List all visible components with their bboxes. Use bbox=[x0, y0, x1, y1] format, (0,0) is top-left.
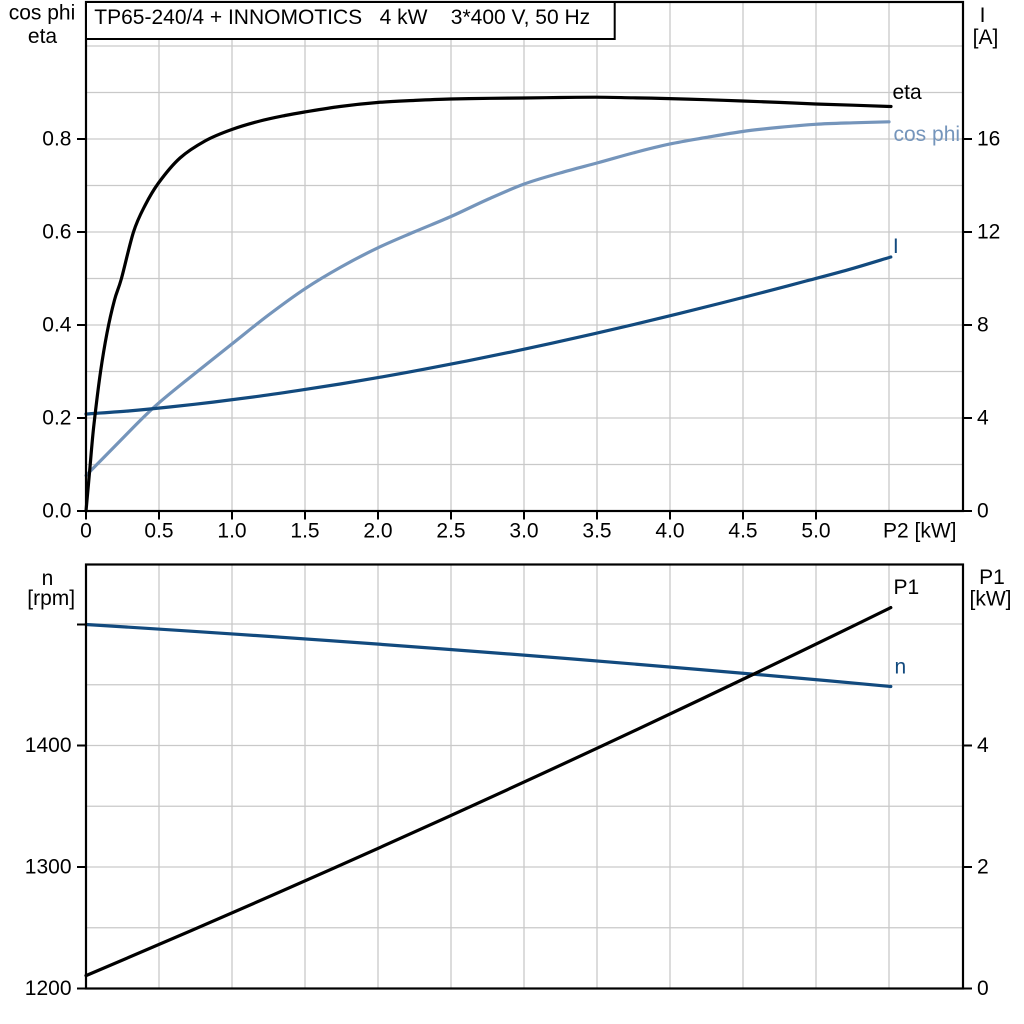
svg-text:4: 4 bbox=[977, 734, 989, 757]
svg-text:2: 2 bbox=[977, 856, 989, 879]
svg-text:[kW]: [kW] bbox=[970, 588, 1012, 611]
svg-text:8: 8 bbox=[977, 314, 989, 337]
svg-text:0.6: 0.6 bbox=[42, 221, 71, 244]
svg-text:1300: 1300 bbox=[25, 856, 72, 879]
svg-text:0.8: 0.8 bbox=[42, 128, 71, 151]
svg-text:P2 [kW]: P2 [kW] bbox=[883, 520, 957, 543]
svg-text:0.2: 0.2 bbox=[42, 407, 71, 430]
svg-text:1.5: 1.5 bbox=[290, 520, 319, 543]
svg-text:eta: eta bbox=[893, 81, 923, 104]
svg-text:0: 0 bbox=[977, 500, 989, 523]
svg-text:4.0: 4.0 bbox=[655, 520, 684, 543]
svg-text:4.5: 4.5 bbox=[728, 520, 757, 543]
svg-text:0: 0 bbox=[80, 520, 92, 543]
svg-text:1.0: 1.0 bbox=[217, 520, 246, 543]
svg-text:[rpm]: [rpm] bbox=[27, 587, 75, 610]
svg-text:I: I bbox=[893, 235, 899, 258]
svg-text:4: 4 bbox=[977, 407, 989, 430]
svg-text:16: 16 bbox=[977, 128, 1000, 151]
svg-text:1200: 1200 bbox=[25, 977, 72, 1000]
svg-text:I: I bbox=[980, 4, 986, 27]
svg-text:P1: P1 bbox=[979, 566, 1005, 589]
svg-text:5.0: 5.0 bbox=[801, 520, 830, 543]
svg-text:0.4: 0.4 bbox=[42, 314, 72, 337]
svg-text:0.0: 0.0 bbox=[42, 500, 71, 523]
svg-text:cos phi: cos phi bbox=[894, 123, 961, 146]
svg-text:TP65-240/4 + INNOMOTICS 4 kW: TP65-240/4 + INNOMOTICS 4 kW 3*400 V, 50… bbox=[94, 6, 590, 29]
svg-text:n: n bbox=[895, 656, 907, 679]
svg-text:3.5: 3.5 bbox=[582, 520, 611, 543]
svg-text:2.0: 2.0 bbox=[363, 520, 392, 543]
svg-text:12: 12 bbox=[977, 221, 1000, 244]
svg-text:n: n bbox=[42, 567, 54, 590]
svg-text:3.0: 3.0 bbox=[509, 520, 538, 543]
svg-text:0: 0 bbox=[977, 977, 989, 1000]
svg-text:eta: eta bbox=[28, 25, 58, 48]
svg-text:0.5: 0.5 bbox=[144, 520, 173, 543]
svg-text:P1: P1 bbox=[894, 576, 920, 599]
svg-text:cos phi: cos phi bbox=[9, 2, 76, 25]
svg-text:1400: 1400 bbox=[25, 734, 72, 757]
svg-text:[A]: [A] bbox=[973, 26, 999, 49]
svg-text:2.5: 2.5 bbox=[436, 520, 465, 543]
